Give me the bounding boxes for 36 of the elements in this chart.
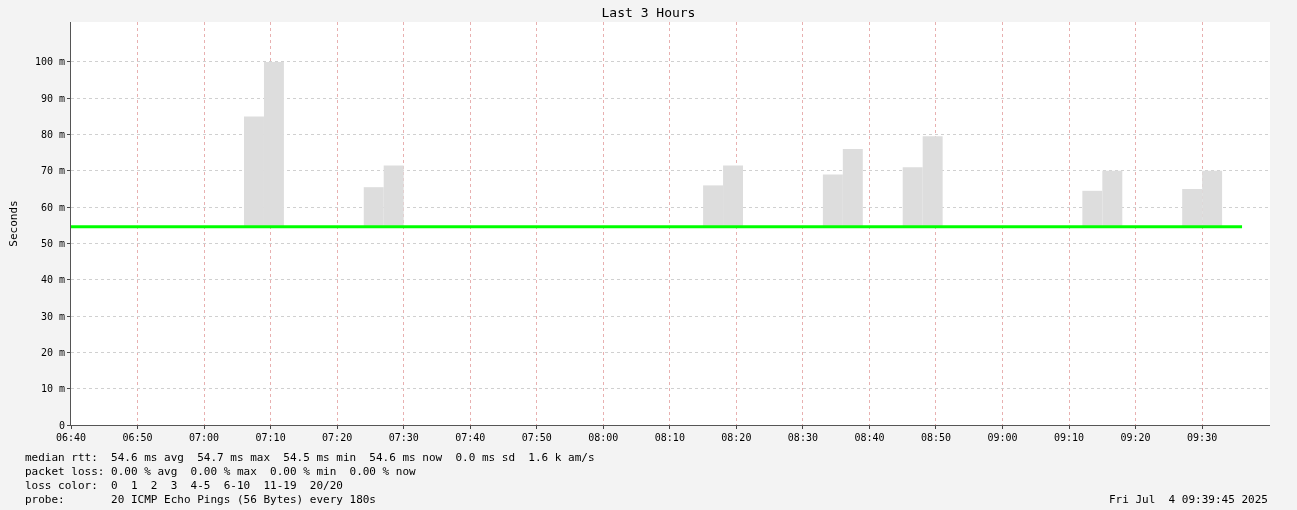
- text: Fri Jul 4 09:39:45 2025: [1109, 493, 1268, 506]
- y-tick-label: 50 m: [40, 237, 65, 249]
- x-tick-label: 07:50: [521, 432, 552, 443]
- y-tick-label: 0: [58, 419, 65, 431]
- x-tick-label: 09:00: [987, 432, 1018, 443]
- x-tick-label: 08:30: [787, 432, 818, 443]
- text: median rtt: 54.6 ms avg 54.7 ms max 54.5 ms min 54.6 ms now 0.0 ms sd 1.6 k am/s: [25, 451, 595, 464]
- chart-title: Last 3 Hours: [601, 4, 696, 20]
- text: probe: 20 ICMP Echo Pings (56 Bytes) every 180s: [25, 493, 376, 506]
- x-tick-label: 08:50: [920, 432, 952, 443]
- y-axis-title: Seconds: [6, 200, 20, 247]
- y-tick-label: 60 m: [40, 201, 65, 213]
- x-tick-label: 08:00: [588, 432, 619, 443]
- y-tick-label: 30 m: [40, 310, 65, 322]
- y-tick-label: 10 m: [40, 383, 65, 395]
- x-tick-label: 08:40: [854, 432, 885, 443]
- x-tick-label: 07:10: [255, 432, 286, 443]
- x-tick-label: 08:20: [721, 432, 752, 443]
- y-tick-label: 20 m: [40, 346, 65, 358]
- x-tick-label: 09:30: [1187, 432, 1218, 443]
- x-tick-label: 07:40: [455, 432, 486, 443]
- x-tick-label: 09:10: [1054, 432, 1085, 443]
- y-tick-label: 100 m: [34, 56, 65, 68]
- x-tick-label: 07:30: [388, 432, 419, 443]
- text: loss color: 0 1 2 3 4-5 6-10 11-19 20/20: [25, 479, 343, 492]
- y-tick-label: 70 m: [40, 165, 65, 177]
- x-tick-label: 07:00: [189, 432, 220, 443]
- y-tick-label: 40 m: [40, 274, 65, 286]
- x-tick-label: 07:20: [322, 432, 353, 443]
- x-tick-label: 09:20: [1120, 432, 1151, 443]
- y-tick-label: 90 m: [40, 92, 65, 104]
- x-tick-label: 06:50: [122, 432, 153, 443]
- x-tick-label: 08:10: [654, 432, 685, 443]
- y-tick-label: 80 m: [40, 129, 65, 141]
- x-tick-label: 06:40: [55, 432, 87, 443]
- text: packet loss: 0.00 % avg 0.00 % max 0.00 % min 0.00 % now: [25, 465, 417, 478]
